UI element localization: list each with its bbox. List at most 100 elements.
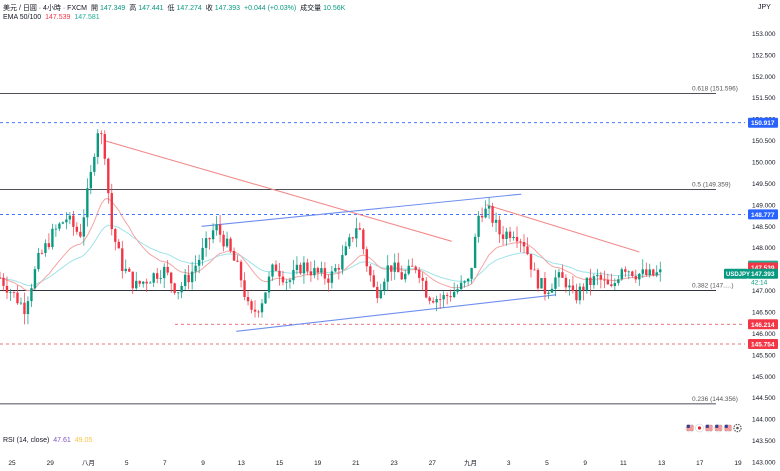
candle-body: [404, 273, 407, 280]
event-icons[interactable]: [685, 423, 742, 433]
candle-body: [229, 238, 232, 251]
price-tick-label: 151.500: [752, 95, 776, 102]
candle-body: [428, 297, 431, 301]
gear-icon[interactable]: [733, 423, 742, 433]
flag-icon-jp[interactable]: [695, 423, 704, 433]
candle-body: [550, 288, 554, 293]
time-tick-label: 15: [276, 460, 284, 467]
candle-body: [638, 273, 641, 280]
candle-body: [627, 271, 630, 273]
candle-body: [176, 292, 180, 294]
price-tick-label: 145.500: [752, 352, 776, 359]
candle-body: [82, 217, 86, 237]
candle-body: [19, 302, 23, 304]
price-tick-label: 149.500: [752, 181, 776, 188]
candle-body: [23, 302, 26, 315]
flag-canton: [724, 424, 728, 428]
high-label: 高: [129, 5, 137, 12]
fib-label: 0.5 (149.359): [692, 181, 731, 188]
flag-icon-us[interactable]: [714, 423, 723, 433]
gear-hub: [736, 426, 739, 430]
price-tick-label: 149.000: [752, 202, 776, 209]
candle-body: [508, 231, 512, 239]
time-tick-label: 九月: [464, 458, 477, 467]
time-tick-label: 17: [696, 460, 704, 467]
candle-body: [393, 262, 396, 272]
time-tick-label: 5: [125, 460, 129, 467]
candle-body: [197, 259, 201, 266]
time-tick-label: 25: [8, 460, 16, 467]
fib-label: 0.382 (147.…): [692, 283, 734, 290]
price-tick-label: 153.000: [752, 31, 776, 38]
candle-body: [163, 266, 166, 279]
price-tick-label: 152.500: [752, 52, 776, 59]
countdown-label: 42:14: [751, 280, 768, 287]
open-value: 147.349: [99, 5, 126, 12]
candle-body: [358, 228, 362, 230]
candle-body: [121, 248, 124, 272]
flag-icon-us[interactable]: [704, 423, 714, 433]
candle-body: [484, 208, 487, 218]
candle-body: [498, 219, 501, 235]
ema-legend[interactable]: EMA 50/100 147.539 147.581: [3, 14, 102, 21]
candle-body: [166, 266, 169, 273]
currency-label[interactable]: JPY: [758, 4, 771, 11]
candle-body: [61, 222, 65, 224]
candles: [0, 129, 662, 325]
ema50-line: [0, 197, 661, 292]
candle-body: [211, 230, 215, 240]
candle-body: [65, 219, 68, 223]
candle-body: [425, 280, 428, 298]
trendlines[interactable]: [104, 140, 640, 332]
candle-body: [603, 279, 606, 281]
price-tick-label: 146.500: [752, 310, 776, 317]
candle-body: [145, 281, 148, 284]
candle-body: [383, 281, 386, 291]
time-tick-label: 9: [201, 460, 205, 467]
price-label-text: 148.777: [751, 212, 775, 219]
candle-body: [568, 285, 571, 288]
time-tick-label: 13: [238, 460, 246, 467]
flag-icon-us[interactable]: [723, 423, 733, 433]
rsi-value: 47.61: [53, 437, 71, 444]
candle-body: [16, 292, 19, 304]
flag-canton: [686, 424, 690, 428]
time-tick-label: 5: [545, 460, 549, 467]
time-axis: 25 29 八月 5 7 9 13 15 19 21 23 27 九月 3 5 9 11 13 17 19: [8, 458, 742, 467]
candle-body: [107, 158, 110, 194]
price-label-box: [748, 338, 778, 349]
candle-body: [93, 156, 96, 172]
ema-label: EMA 50/100: [3, 14, 42, 21]
price-label-box: [748, 117, 778, 128]
candle-body: [267, 276, 271, 293]
price-tick-label: 152.000: [752, 74, 776, 81]
candle-body: [480, 215, 484, 218]
time-tick-label: 7: [163, 460, 167, 467]
candle-body: [519, 241, 522, 243]
flag-icon-us[interactable]: [685, 423, 695, 433]
candle-body: [72, 215, 75, 227]
fib-label: 0.236 (144.356): [692, 396, 738, 403]
candle-body: [103, 134, 106, 159]
candle-body: [68, 215, 72, 220]
candle-body: [599, 274, 603, 280]
ema-lines: [0, 197, 661, 292]
candle-body: [302, 262, 306, 274]
candle-body: [526, 246, 529, 255]
time-tick-label: 19: [314, 460, 322, 467]
rsi-legend[interactable]: RSI (14, close) 47.61 49.05: [3, 437, 94, 444]
price-tick-label: 147.000: [752, 288, 776, 295]
candle-body: [54, 228, 58, 230]
candle-body: [190, 271, 194, 283]
candle-body: [344, 246, 348, 256]
candle-body: [397, 262, 400, 273]
candle-body: [442, 295, 445, 300]
candle-body: [142, 281, 145, 284]
trendline-channel_upper: [201, 193, 522, 227]
candle-body: [320, 268, 323, 273]
ema100-line: [0, 224, 661, 287]
price-label-box: [748, 319, 778, 330]
gear-ring: [733, 423, 742, 433]
price-tick-label: 144.000: [752, 417, 776, 424]
